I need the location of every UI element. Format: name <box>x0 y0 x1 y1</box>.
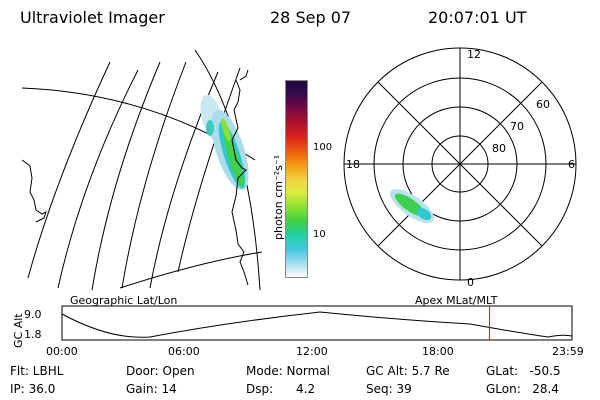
glon-info: GLon: 28.4 <box>486 382 559 396</box>
glat-info: GLat: -50.5 <box>486 364 561 378</box>
intensity-colorbar <box>285 80 308 278</box>
x-tick-0000: 00:00 <box>46 345 78 358</box>
colorbar-tick-100: 100 <box>313 142 333 153</box>
mlt-label-18: 18 <box>346 158 360 171</box>
aurora-emission-map <box>200 94 249 191</box>
x-tick-1800: 18:00 <box>422 345 454 358</box>
filter-info: Flt: LBHL <box>10 364 64 378</box>
seq-info: Seq: 39 <box>366 382 412 396</box>
x-tick-2359: 23:59 <box>552 345 584 358</box>
mlt-label-6: 6 <box>568 158 575 171</box>
y-tick-9: 9.0 <box>24 308 42 321</box>
colorbar-tick-10: 10 <box>313 229 326 240</box>
mode-info: Mode: Normal <box>246 364 330 378</box>
mlt-label-12: 12 <box>467 48 481 61</box>
ip-info: IP: 36.0 <box>10 382 56 396</box>
instrument-title: Ultraviolet Imager <box>20 8 165 27</box>
gc-alt-info: GC Alt: 5.7 Re <box>366 364 450 378</box>
door-info: Door: Open <box>126 364 195 378</box>
y-tick-1.8: 1.8 <box>24 328 42 341</box>
apex-coords-label: Apex MLat/MLT <box>415 294 498 307</box>
dsp-info: Dsp: 4.2 <box>246 382 316 396</box>
geographic-coords-label: Geographic Lat/Lon <box>70 294 178 307</box>
x-tick-1200: 12:00 <box>296 345 328 358</box>
mlt-label-0: 0 <box>467 276 474 289</box>
x-tick-0600: 06:00 <box>168 345 200 358</box>
mlat-label-80: 80 <box>492 142 506 155</box>
mlat-label-60: 60 <box>536 98 550 111</box>
date-label: 28 Sep 07 <box>270 8 352 27</box>
polar-aurora-emission <box>389 188 435 224</box>
gain-info: Gain: 14 <box>126 382 177 396</box>
time-label: 20:07:01 UT <box>428 8 527 27</box>
mlat-label-70: 70 <box>510 120 524 133</box>
